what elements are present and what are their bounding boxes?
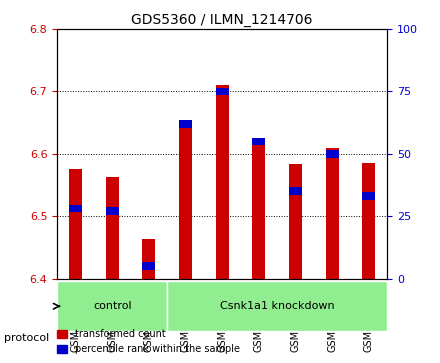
Bar (326, 147, 339, 278)
Bar (216, 85, 229, 278)
Bar (106, 207, 119, 215)
Bar (363, 192, 375, 200)
Bar (363, 163, 375, 278)
Bar (326, 150, 339, 158)
Text: Csnk1a1 knockdown: Csnk1a1 knockdown (220, 301, 334, 311)
Legend: transformed count, percentile rank within the sample: transformed count, percentile rank withi… (53, 326, 243, 358)
Bar (143, 239, 155, 278)
Bar (69, 205, 82, 212)
Text: control: control (93, 301, 132, 311)
Title: GDS5360 / ILMN_1214706: GDS5360 / ILMN_1214706 (132, 13, 313, 26)
Text: protocol: protocol (4, 333, 50, 343)
Bar (289, 187, 302, 195)
Bar (106, 178, 119, 278)
Bar (253, 141, 265, 278)
FancyBboxPatch shape (57, 281, 167, 331)
Bar (179, 120, 192, 127)
Bar (289, 164, 302, 278)
Bar (216, 88, 229, 95)
Bar (179, 126, 192, 278)
Bar (143, 262, 155, 270)
Bar (253, 138, 265, 145)
Bar (69, 170, 82, 278)
FancyBboxPatch shape (167, 281, 387, 331)
